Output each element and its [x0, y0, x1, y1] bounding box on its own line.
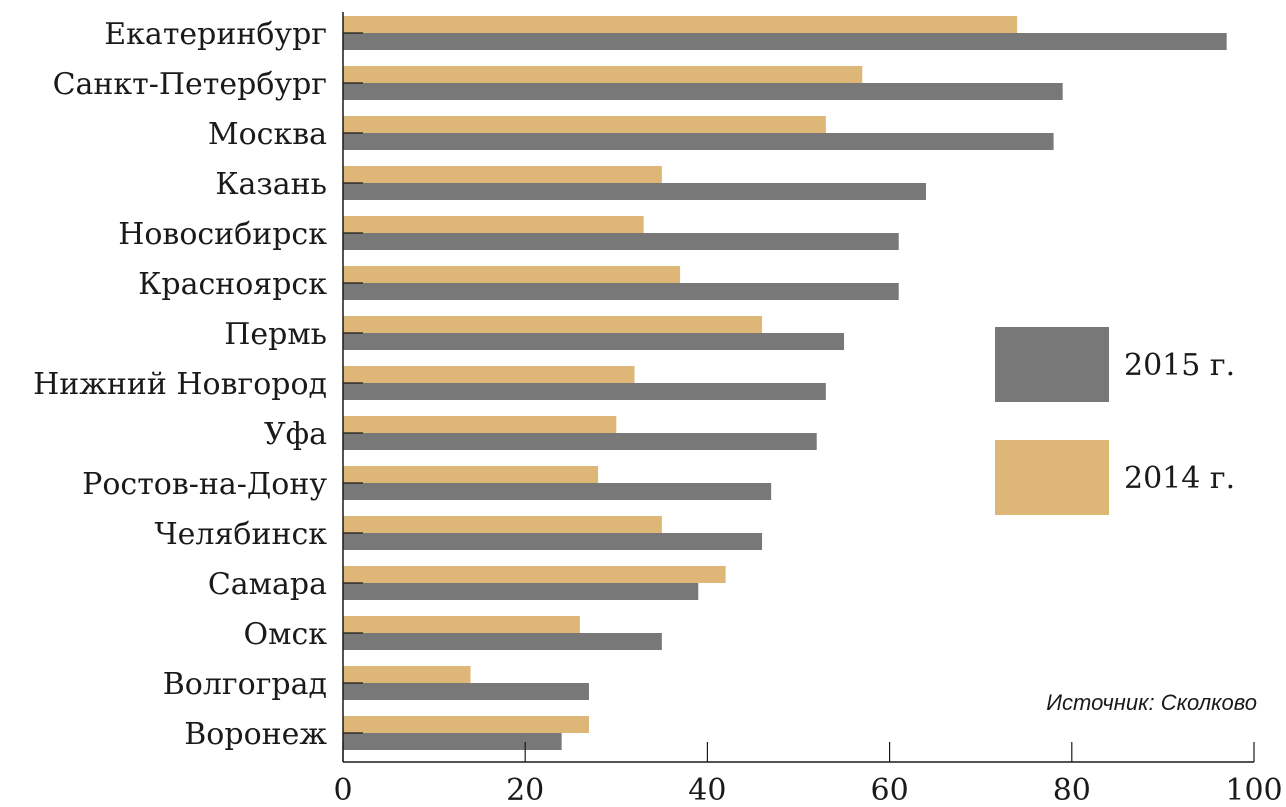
category-label-3: Казань [215, 167, 327, 202]
bar-2014-4 [343, 216, 644, 233]
bar-2015-7 [343, 383, 826, 400]
legend-label-0: 2015 г. [1124, 348, 1235, 383]
bar-2015-1 [343, 83, 1063, 100]
bar-2015-13 [343, 683, 589, 700]
bar-2014-1 [343, 66, 863, 83]
bar-2015-14 [343, 733, 562, 750]
bar-2015-10 [343, 533, 763, 550]
bar-2014-13 [343, 666, 471, 683]
bar-2015-0 [343, 33, 1227, 50]
bar-2015-4 [343, 233, 899, 250]
bar-2014-0 [343, 16, 1018, 33]
bar-2014-12 [343, 616, 580, 633]
legend-label-1: 2014 г. [1124, 461, 1235, 496]
category-label-11: Самара [208, 567, 327, 602]
legend-swatch-0 [995, 327, 1109, 402]
bar-2015-2 [343, 133, 1054, 150]
legend: 2015 г. 2014 г. [995, 327, 1235, 515]
bar-2014-14 [343, 716, 589, 733]
category-label-6: Пермь [224, 317, 327, 352]
category-label-2: Москва [208, 117, 327, 152]
x-tick-label-20: 20 [506, 773, 544, 807]
bar-2014-2 [343, 116, 826, 133]
x-tick-label-60: 60 [871, 773, 909, 807]
x-tick-label-80: 80 [1053, 773, 1091, 807]
category-label-14: Воронеж [184, 717, 327, 752]
category-label-7: Нижний Новгород [33, 367, 327, 402]
bar-2014-3 [343, 166, 662, 183]
category-label-13: Волгоград [163, 667, 327, 702]
bar-2014-8 [343, 416, 617, 433]
x-tick-label-0: 0 [333, 773, 352, 807]
bar-2015-8 [343, 433, 817, 450]
bar-2015-5 [343, 283, 899, 300]
legend-swatch-1 [995, 440, 1109, 515]
bar-2014-6 [343, 316, 763, 333]
source-note: Источник: Сколково [1046, 690, 1257, 715]
bar-2015-6 [343, 333, 845, 350]
category-label-9: Ростов-на-Дону [82, 467, 327, 502]
category-label-12: Омск [244, 617, 328, 652]
category-label-5: Красноярск [138, 267, 327, 302]
bar-2014-10 [343, 516, 662, 533]
bar-2014-11 [343, 566, 726, 583]
category-label-1: Санкт-Петербург [53, 67, 327, 102]
bar-2015-12 [343, 633, 662, 650]
category-label-4: Новосибирск [118, 217, 327, 252]
x-tick-label-40: 40 [688, 773, 726, 807]
category-label-0: Екатеринбург [104, 17, 327, 52]
x-tick-label-100: 100 [1225, 773, 1282, 807]
bar-2015-9 [343, 483, 772, 500]
category-label-8: Уфа [264, 417, 327, 452]
bar-2015-11 [343, 583, 699, 600]
x-axis-ticks: 0 20 40 60 80 100 [333, 742, 1283, 807]
bar-2014-7 [343, 366, 635, 383]
bars-group [343, 16, 1227, 750]
category-label-10: Челябинск [154, 517, 327, 552]
bar-2014-5 [343, 266, 681, 283]
bar-2014-9 [343, 466, 599, 483]
bar-2015-3 [343, 183, 927, 200]
category-labels: Екатеринбург Санкт-Петербург Москва Казань Н… [33, 17, 327, 752]
